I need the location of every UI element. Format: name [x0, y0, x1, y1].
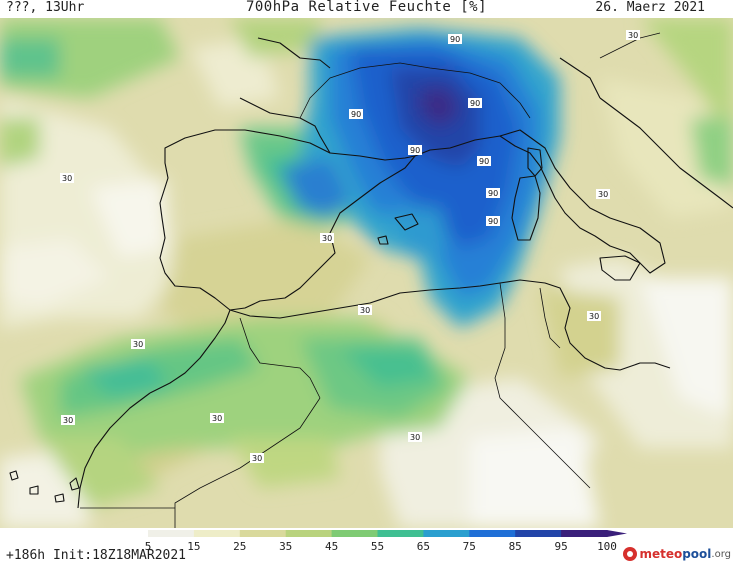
legend-tick-label: 75 — [463, 540, 476, 553]
svg-text:90: 90 — [488, 189, 498, 198]
contour-labels: 90 90 90 90 90 90 90 90 30 30 30 30 30 3… — [60, 30, 640, 463]
header-bar: ???, 13Uhr 700hPa Relative Feuchte [%] 2… — [0, 0, 733, 18]
meteopool-logo[interactable]: meteo pool .org — [623, 544, 731, 564]
legend-tick-label: 55 — [371, 540, 384, 553]
legend-arrow — [607, 530, 627, 537]
legend-tick-label: 35 — [279, 540, 292, 553]
init-info: +186h Init:18Z18MAR2021 — [6, 548, 187, 563]
contour-label-30: 30 — [596, 189, 610, 199]
legend-swatch — [285, 530, 333, 537]
legend-swatch — [515, 530, 562, 537]
contour-label-90: 90 — [486, 188, 500, 198]
contour-label-30: 30 — [358, 305, 372, 315]
legend-svg: 5 15 25 35 45 55 65 75 85 95 100 — [145, 530, 627, 553]
contour-label-90: 90 — [408, 145, 422, 155]
contour-label-30: 30 — [60, 173, 74, 183]
logo-text-suffix: .org — [711, 548, 731, 560]
svg-text:30: 30 — [598, 190, 608, 199]
humidity-map: 90 90 90 90 90 90 90 90 30 30 30 30 30 3… — [0, 18, 733, 528]
contour-label-30: 30 — [250, 453, 264, 463]
legend-swatch — [561, 530, 608, 537]
svg-text:30: 30 — [252, 454, 262, 463]
svg-text:30: 30 — [589, 312, 599, 321]
svg-text:90: 90 — [470, 99, 480, 108]
contour-label-30: 30 — [131, 339, 145, 349]
legend-tick-label: 100 — [597, 540, 617, 553]
color-legend: 5 15 25 35 45 55 65 75 85 95 100 — [0, 528, 733, 566]
contour-label-90: 90 — [349, 109, 363, 119]
legend-swatch — [377, 530, 424, 537]
contour-label-30: 30 — [626, 30, 640, 40]
svg-text:30: 30 — [62, 174, 72, 183]
svg-text:90: 90 — [410, 146, 420, 155]
svg-text:30: 30 — [410, 433, 420, 442]
forecast-day-time: ???, 13Uhr — [6, 0, 85, 15]
contour-label-90: 90 — [448, 34, 462, 44]
legend-tick-label: 5 — [145, 540, 152, 553]
humidity-field-svg: 90 90 90 90 90 90 90 90 30 30 30 30 30 3… — [0, 18, 733, 528]
svg-text:30: 30 — [212, 414, 222, 423]
svg-text:30: 30 — [322, 234, 332, 243]
contour-label-90: 90 — [486, 216, 500, 226]
legend-swatch — [469, 530, 516, 537]
legend-tick-label: 95 — [554, 540, 567, 553]
svg-text:30: 30 — [63, 416, 73, 425]
svg-text:30: 30 — [133, 340, 143, 349]
legend-swatch — [193, 530, 241, 537]
legend-swatch — [239, 530, 287, 537]
svg-text:90: 90 — [479, 157, 489, 166]
legend-swatch — [148, 530, 195, 537]
legend-swatch — [423, 530, 470, 537]
svg-text:30: 30 — [628, 31, 638, 40]
contour-label-30: 30 — [587, 311, 601, 321]
legend-tick-label: 65 — [417, 540, 430, 553]
contour-label-30: 30 — [408, 432, 422, 442]
coastlines — [9, 32, 733, 528]
svg-text:30: 30 — [360, 306, 370, 315]
contour-label-30: 30 — [61, 415, 75, 425]
map-title: 700hPa Relative Feuchte [%] — [245, 0, 488, 15]
svg-text:90: 90 — [351, 110, 361, 119]
legend-tick-label: 25 — [233, 540, 246, 553]
contour-label-90: 90 — [468, 98, 482, 108]
logo-mark-icon — [623, 547, 638, 561]
contour-label-30: 30 — [210, 413, 224, 423]
legend-tick-label: 15 — [187, 540, 200, 553]
legend-tick-label: 45 — [325, 540, 338, 553]
legend-tick-label: 85 — [509, 540, 522, 553]
svg-text:90: 90 — [450, 35, 460, 44]
logo-text-b: pool — [682, 547, 712, 561]
contour-label-90: 90 — [477, 156, 491, 166]
legend-swatch — [331, 530, 378, 537]
logo-text-a: meteo — [639, 547, 683, 561]
humidity-shading — [0, 18, 733, 528]
forecast-date: 26. Maerz 2021 — [595, 0, 705, 15]
svg-text:90: 90 — [488, 217, 498, 226]
contour-label-30: 30 — [320, 233, 334, 243]
